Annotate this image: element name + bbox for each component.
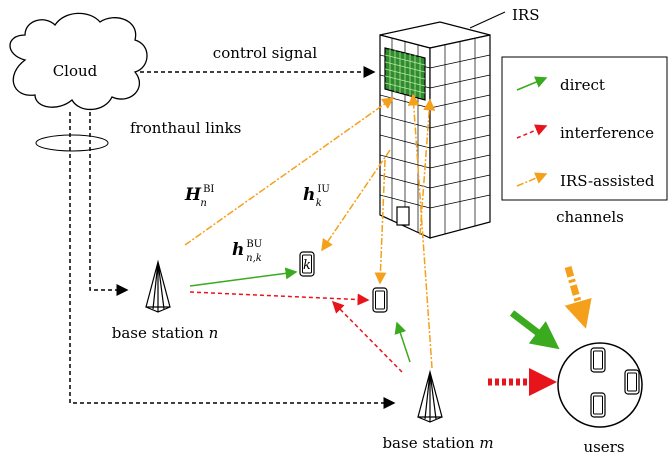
legend-label: IRS-assisted	[560, 172, 655, 190]
channels	[184, 93, 436, 373]
subscript: n,k	[246, 253, 262, 264]
user-phone	[590, 392, 606, 418]
channel-label: h IU k	[303, 184, 330, 209]
symbol: h	[303, 185, 315, 205]
legend-direct	[516, 76, 548, 91]
big-direct	[509, 310, 560, 350]
irs-pointer	[469, 11, 506, 29]
control-label: control signal	[213, 44, 318, 62]
fronthaul-label: fronthaul links	[130, 119, 241, 137]
legend-interference	[516, 124, 548, 139]
user-phone	[590, 347, 606, 373]
cloud-shape	[9, 12, 148, 111]
symbol: H	[184, 185, 202, 205]
bs-index: n	[209, 324, 219, 342]
user-k-label: k	[303, 258, 311, 273]
cloud-label: Cloud	[53, 62, 98, 80]
fronthaul-m	[69, 112, 396, 409]
legend-box	[501, 56, 668, 201]
bs-n-label: base station n	[112, 324, 219, 342]
symbol: h	[232, 240, 244, 260]
legend-title: channels	[556, 208, 624, 226]
channel-label: h BU n,k	[232, 239, 262, 264]
bs-text: base station	[112, 324, 204, 342]
channel-label: H BI n	[184, 184, 214, 209]
bs-index: m	[479, 434, 493, 452]
big-irs	[564, 266, 592, 329]
superscript: IU	[317, 184, 329, 195]
bs-text: base station	[382, 434, 474, 452]
bs-m-label: base station m	[382, 434, 493, 452]
subscript: n	[200, 198, 206, 209]
base-station-n	[145, 261, 171, 313]
legend-label: direct	[560, 76, 605, 94]
user-phone	[372, 287, 388, 313]
user-phone	[624, 369, 640, 395]
legend-label: interference	[560, 124, 654, 142]
superscript: BU	[246, 239, 262, 250]
fronthaul-ellipse	[35, 134, 109, 152]
superscript: BI	[203, 184, 214, 195]
irs-label: IRS	[512, 6, 540, 24]
base-station-m	[417, 371, 443, 423]
fronthaul-n	[89, 112, 129, 296]
users-label: users	[583, 438, 624, 456]
users-circle	[557, 342, 643, 428]
building	[379, 21, 491, 239]
legend-irs	[516, 172, 548, 187]
subscript: k	[316, 198, 322, 209]
